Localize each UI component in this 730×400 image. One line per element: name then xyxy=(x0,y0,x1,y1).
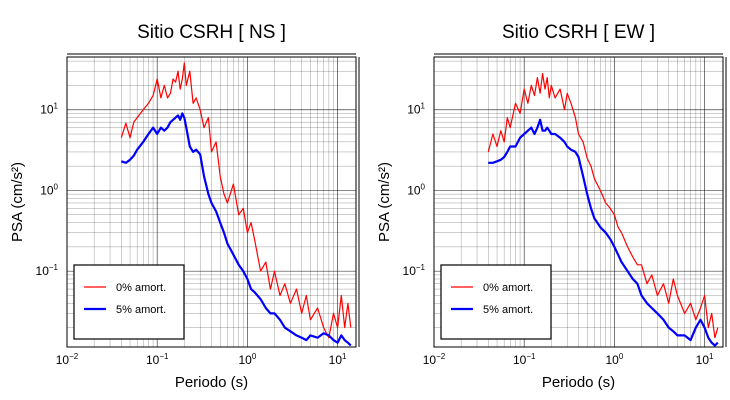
plot-frame xyxy=(66,56,357,348)
chart-title: Sitio CSRH [ EW ] xyxy=(502,22,655,43)
legend-label: 5% amort. xyxy=(483,304,533,316)
legend-box xyxy=(440,264,552,340)
plot-frame xyxy=(433,56,724,348)
legend-label: 0% amort. xyxy=(483,282,533,294)
x-tick-label: 100 xyxy=(605,352,623,367)
y-tick-label: 101 xyxy=(407,102,425,117)
x-tick-label: 10−1 xyxy=(513,352,536,367)
y-axis-label: PSA (cm/s²) xyxy=(376,162,393,242)
y-tick-label: 100 xyxy=(407,182,425,197)
x-tick-label: 10−1 xyxy=(146,352,169,367)
x-axis-label: Periodo (s) xyxy=(175,374,248,391)
series-group xyxy=(487,72,719,347)
chart-panel-0: 10−2 10−1 100 101 101 100 10−1 Sitio CSRH [ NS … xyxy=(9,22,360,391)
legend-label: 0% amort. xyxy=(116,282,166,294)
x-tick-label: 10−2 xyxy=(56,352,79,367)
x-tick-label: 101 xyxy=(329,352,347,367)
legend-label: 5% amort. xyxy=(116,304,166,316)
y-tick-label: 101 xyxy=(40,102,58,117)
y-tick-label: 100 xyxy=(40,182,58,197)
x-tick-label: 10−2 xyxy=(423,352,446,367)
x-tick-label: 101 xyxy=(696,352,714,367)
x-tick-label: 100 xyxy=(238,352,256,367)
y-tick-label: 10−1 xyxy=(36,263,59,278)
series-group xyxy=(120,62,352,347)
x-axis-label: Periodo (s) xyxy=(542,374,615,391)
legend-box xyxy=(73,264,185,340)
y-axis-label: PSA (cm/s²) xyxy=(9,162,26,242)
y-tick-label: 10−1 xyxy=(403,263,426,278)
legend: 0% amort. 5% amort. xyxy=(73,264,185,340)
chart-title: Sitio CSRH [ NS ] xyxy=(137,22,286,43)
chart-panel-1: 10−2 10−1 100 101 101 100 10−1 Sitio CSRH [ EW … xyxy=(376,22,727,391)
legend: 0% amort. 5% amort. xyxy=(440,264,552,340)
